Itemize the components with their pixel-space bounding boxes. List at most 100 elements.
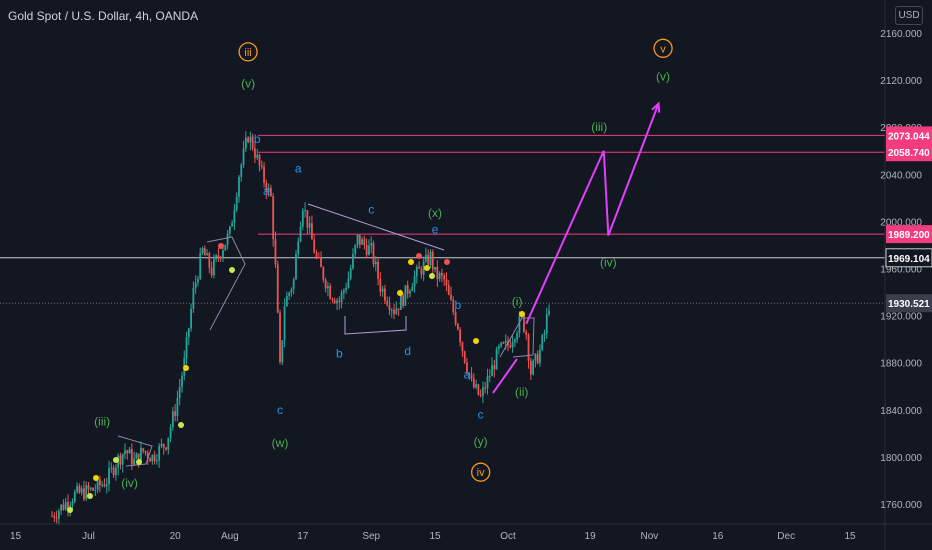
candle-body: [457, 324, 459, 329]
candle-body: [126, 451, 128, 454]
candle-body: [430, 252, 432, 265]
candle-body: [104, 484, 106, 486]
wave-label: c: [368, 203, 374, 217]
candle-body: [53, 516, 55, 518]
candle-body: [90, 488, 92, 489]
candle-body: [247, 138, 249, 142]
candle-body: [218, 255, 220, 257]
candle-body: [220, 257, 222, 258]
candle-body: [65, 502, 67, 509]
candle-body: [393, 310, 395, 314]
price-line-label: 2058.740: [888, 148, 930, 159]
candle-body: [487, 376, 489, 388]
candle-body: [311, 223, 313, 239]
candle-body: [229, 227, 231, 234]
time-tick-label: 15: [10, 531, 22, 542]
candle-body: [462, 342, 464, 351]
candle-body: [405, 285, 407, 306]
candle-body: [208, 253, 210, 267]
wave-marker-dot: [178, 422, 184, 428]
candle-body: [482, 387, 484, 395]
candle-body: [190, 309, 192, 329]
candle-body: [284, 306, 286, 340]
wave-label: (y): [474, 435, 488, 449]
candle-body: [359, 235, 361, 245]
time-tick-label: Dec: [777, 531, 795, 542]
wave-marker-dot: [136, 459, 142, 465]
price-line-label: 1969.104: [888, 254, 930, 265]
wave-marker-dot: [218, 243, 224, 249]
wave-label: (iv): [121, 476, 138, 490]
time-tick-label: 15: [844, 531, 856, 542]
candle-body: [277, 264, 279, 312]
candle-body: [163, 444, 165, 448]
candle-body: [366, 245, 368, 255]
time-tick-label: Nov: [640, 531, 658, 542]
candle-body: [498, 346, 500, 349]
candle-body: [336, 301, 338, 304]
wedge-outline: [207, 237, 245, 330]
candle-body: [414, 276, 416, 287]
candle-body: [473, 378, 475, 387]
wave-label: b: [455, 298, 462, 312]
candle-body: [327, 286, 329, 288]
time-tick-label: 19: [585, 531, 597, 542]
candle-body: [56, 518, 58, 519]
candle-body: [272, 196, 274, 239]
candle-body: [188, 328, 190, 337]
wave-marker-dot: [429, 273, 435, 279]
wave-label-circled: v: [660, 43, 666, 55]
time-axis: 15 Jul 20 Aug 17 Sep 15 Oct 19 Nov 16 Dec 15: [0, 524, 932, 542]
candle-body: [316, 253, 318, 257]
candle-body: [304, 210, 306, 211]
candle-body: [129, 449, 131, 453]
candle-body: [259, 155, 261, 166]
candle-body: [110, 468, 112, 469]
wave-marker-dot: [397, 290, 403, 296]
price-tick-label: 1800.000: [880, 453, 922, 464]
candle-body: [92, 488, 94, 491]
candle-body: [332, 299, 334, 300]
candle-body: [295, 254, 297, 279]
price-tick-label: 1760.000: [880, 500, 922, 511]
candle-body: [215, 255, 217, 259]
candle-body: [60, 505, 62, 511]
wave-marker-dot: [519, 311, 525, 317]
candle-body: [436, 267, 438, 279]
candle-body: [192, 288, 194, 309]
candle-body: [434, 267, 436, 270]
candle-body: [291, 289, 293, 292]
candle-body: [204, 248, 206, 255]
candle-body: [74, 492, 76, 502]
candle-body: [409, 291, 411, 294]
wave-marker-dot: [183, 365, 189, 371]
candle-body: [156, 460, 158, 461]
candle-body: [245, 138, 247, 149]
candle-body: [78, 486, 80, 493]
wave-label: c: [277, 403, 283, 417]
candle-body: [174, 411, 176, 416]
candle-body: [76, 486, 78, 492]
wave-label: b: [336, 346, 343, 360]
price-axis: 1760.0001800.0001840.0001880.0001920.000…: [880, 0, 932, 550]
wave-label: a: [295, 161, 302, 175]
candle-body: [455, 312, 457, 324]
candle-body: [411, 287, 413, 291]
wave-marker-dot: [473, 338, 479, 344]
candle-body: [534, 354, 536, 361]
candle-body: [83, 488, 85, 499]
candle-body: [350, 268, 352, 278]
candle-body: [309, 223, 311, 227]
candle-body: [500, 343, 502, 347]
candle-body: [213, 259, 215, 275]
candle-body: [288, 293, 290, 296]
candle-body: [384, 289, 386, 301]
price-tick-label: 2160.000: [880, 29, 922, 40]
candle-body: [334, 300, 336, 303]
candle-body: [322, 267, 324, 280]
candle-body: [179, 387, 181, 398]
price-line-label: 1989.200: [888, 230, 930, 241]
candle-body: [199, 253, 201, 279]
candle-body: [281, 340, 283, 362]
